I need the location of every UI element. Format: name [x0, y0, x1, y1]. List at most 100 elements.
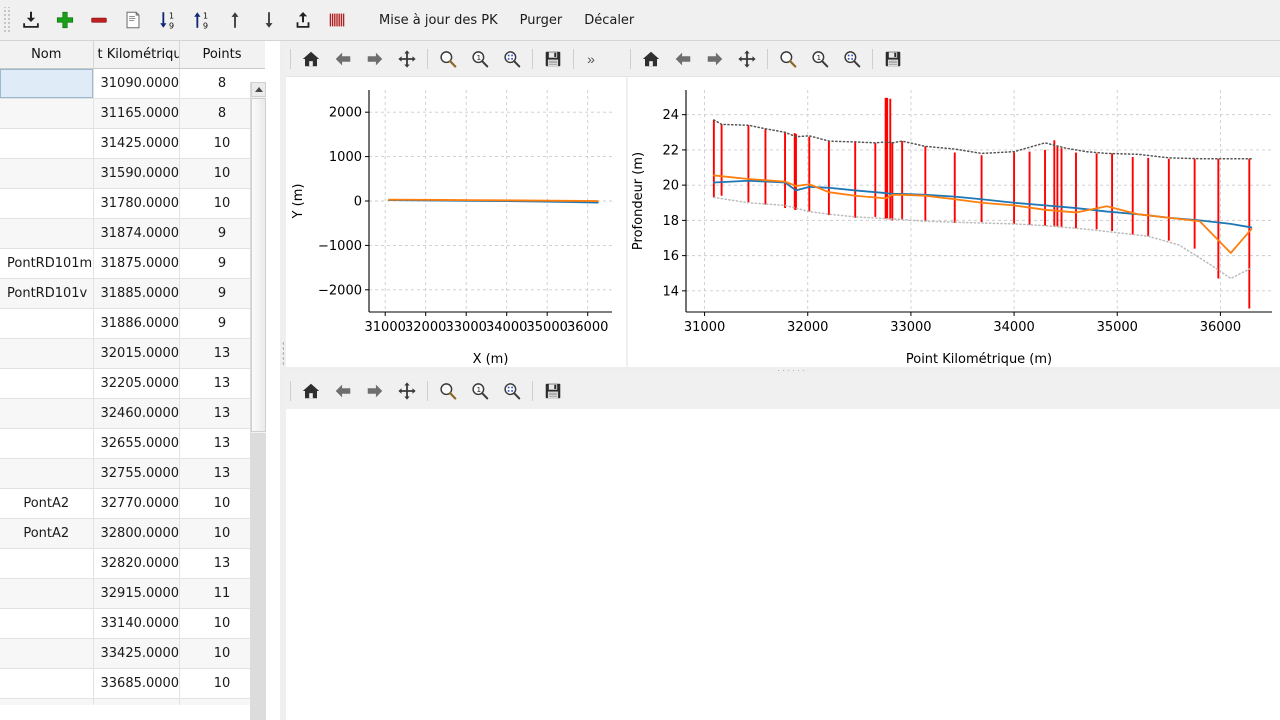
toolbar-drag-handle[interactable] [2, 7, 12, 33]
cell-nom[interactable] [0, 158, 94, 189]
column-header-nom[interactable]: Nom [0, 41, 94, 69]
home-icon[interactable] [295, 375, 327, 407]
pan-icon[interactable] [391, 43, 423, 75]
cell-nom[interactable]: PontA2 [0, 488, 94, 519]
cell-nom[interactable] [0, 128, 94, 159]
column-header-pk[interactable]: t Kilométrique [93, 41, 180, 69]
cell-point-kilometrique[interactable]: 33685.0000 [93, 668, 180, 699]
table-row[interactable]: 31425.0000 10 [0, 128, 265, 159]
zoom-one-icon[interactable]: 1 [464, 375, 496, 407]
cell-point-kilometrique[interactable]: 31780.0000 [93, 188, 180, 219]
home-icon[interactable] [295, 43, 327, 75]
sort-descending-icon[interactable]: 1 9 [150, 3, 184, 37]
cell-nom[interactable] [0, 98, 94, 129]
forward-arrow-icon[interactable] [699, 43, 731, 75]
move-up-icon[interactable] [218, 3, 252, 37]
cell-nom[interactable] [0, 698, 94, 705]
cell-nom[interactable] [0, 638, 94, 669]
cell-nom[interactable] [0, 428, 94, 459]
cell-point-kilometrique[interactable]: 31165.0000 [93, 98, 180, 129]
barcode-icon[interactable] [320, 3, 354, 37]
table-row[interactable] [0, 698, 265, 705]
cell-point-kilometrique[interactable]: 33425.0000 [93, 638, 180, 669]
cell-point-kilometrique[interactable]: 32770.0000 [93, 488, 180, 519]
table-row[interactable]: 31165.0000 8 [0, 98, 265, 129]
cell-point-kilometrique[interactable] [93, 698, 180, 705]
cell-nom[interactable]: PontRD101m [0, 248, 94, 279]
home-icon[interactable] [635, 43, 667, 75]
cell-nom[interactable] [0, 458, 94, 489]
horizontal-splitter[interactable] [286, 367, 1280, 373]
zoom-icon[interactable] [432, 43, 464, 75]
zoom-icon[interactable] [772, 43, 804, 75]
table-row[interactable]: 32915.0000 11 [0, 578, 265, 609]
add-icon[interactable] [48, 3, 82, 37]
table-row[interactable]: 32655.0000 13 [0, 428, 265, 459]
cell-point-kilometrique[interactable]: 31090.0000 [93, 68, 180, 99]
table-row[interactable]: 32015.0000 13 [0, 338, 265, 369]
back-arrow-icon[interactable] [327, 375, 359, 407]
cell-point-kilometrique[interactable]: 32915.0000 [93, 578, 180, 609]
zoom-rect-icon[interactable] [496, 375, 528, 407]
cell-point-kilometrique[interactable]: 31590.0000 [93, 158, 180, 189]
zoom-rect-icon[interactable] [836, 43, 868, 75]
table-row[interactable]: 32460.0000 13 [0, 398, 265, 429]
cell-point-kilometrique[interactable]: 32655.0000 [93, 428, 180, 459]
zoom-icon[interactable] [432, 375, 464, 407]
cell-point-kilometrique[interactable]: 31886.0000 [93, 308, 180, 339]
table-row[interactable]: 31590.0000 10 [0, 158, 265, 189]
cross-section-canvas[interactable] [286, 409, 1280, 720]
cell-point-kilometrique[interactable]: 31874.0000 [93, 218, 180, 249]
table-row[interactable]: 32755.0000 13 [0, 458, 265, 489]
cell-nom[interactable] [0, 608, 94, 639]
cell-nom[interactable]: PontA2 [0, 518, 94, 549]
cell-point-kilometrique[interactable]: 32205.0000 [93, 368, 180, 399]
vertical-splitter[interactable] [280, 41, 286, 720]
cell-point-kilometrique[interactable]: 33140.0000 [93, 608, 180, 639]
cell-nom[interactable] [0, 398, 94, 429]
back-arrow-icon[interactable] [327, 43, 359, 75]
table-row[interactable]: 33425.0000 10 [0, 638, 265, 669]
cell-nom[interactable] [0, 548, 94, 579]
cell-point-kilometrique[interactable]: 32015.0000 [93, 338, 180, 369]
sort-ascending-icon[interactable]: 1 9 [184, 3, 218, 37]
cell-point-kilometrique[interactable]: 32755.0000 [93, 458, 180, 489]
menu-maj-pk[interactable]: Mise à jour des PK [379, 12, 498, 28]
cell-point-kilometrique[interactable]: 32820.0000 [93, 548, 180, 579]
cell-nom[interactable] [0, 188, 94, 219]
cell-point-kilometrique[interactable]: 32800.0000 [93, 518, 180, 549]
export-icon[interactable] [286, 3, 320, 37]
table-row[interactable]: PontA2 32770.0000 10 [0, 488, 265, 519]
plan-view-chart[interactable]: 31000 32000 33000 34000 35000 36000 −2000 −1000… [286, 77, 626, 367]
table-row[interactable]: 31886.0000 9 [0, 308, 265, 339]
cell-nom[interactable] [0, 368, 94, 399]
cell-nom[interactable] [0, 668, 94, 699]
cell-point-kilometrique[interactable]: 31885.0000 [93, 278, 180, 309]
table-row[interactable]: 32820.0000 13 [0, 548, 265, 579]
cell-nom[interactable] [0, 308, 94, 339]
table-row[interactable]: 31090.0000 8 [0, 68, 265, 99]
table-row[interactable]: 32205.0000 13 [0, 368, 265, 399]
pan-icon[interactable] [391, 375, 423, 407]
remove-icon[interactable] [82, 3, 116, 37]
table-row[interactable]: 31780.0000 10 [0, 188, 265, 219]
zoom-rect-icon[interactable] [496, 43, 528, 75]
longitudinal-profile-chart[interactable]: 31000 32000 33000 34000 35000 36000 14 16 18 20 22… [628, 77, 1280, 367]
document-icon[interactable] [116, 3, 150, 37]
cell-nom[interactable] [0, 68, 94, 99]
zoom-one-icon[interactable]: 1 [464, 43, 496, 75]
table-vertical-scrollbar[interactable] [250, 82, 266, 720]
import-icon[interactable] [14, 3, 48, 37]
menu-purger[interactable]: Purger [519, 12, 563, 28]
table-row[interactable]: 31874.0000 9 [0, 218, 265, 249]
scrollbar-thumb[interactable] [251, 98, 266, 432]
scrollbar-track[interactable] [251, 433, 266, 720]
scroll-up-arrow-icon[interactable] [251, 82, 266, 97]
save-icon[interactable] [537, 375, 569, 407]
table-row[interactable]: 33140.0000 10 [0, 608, 265, 639]
back-arrow-icon[interactable] [667, 43, 699, 75]
save-icon[interactable] [877, 43, 909, 75]
cell-point-kilometrique[interactable]: 31425.0000 [93, 128, 180, 159]
cell-point-kilometrique[interactable]: 31875.0000 [93, 248, 180, 279]
forward-arrow-icon[interactable] [359, 43, 391, 75]
